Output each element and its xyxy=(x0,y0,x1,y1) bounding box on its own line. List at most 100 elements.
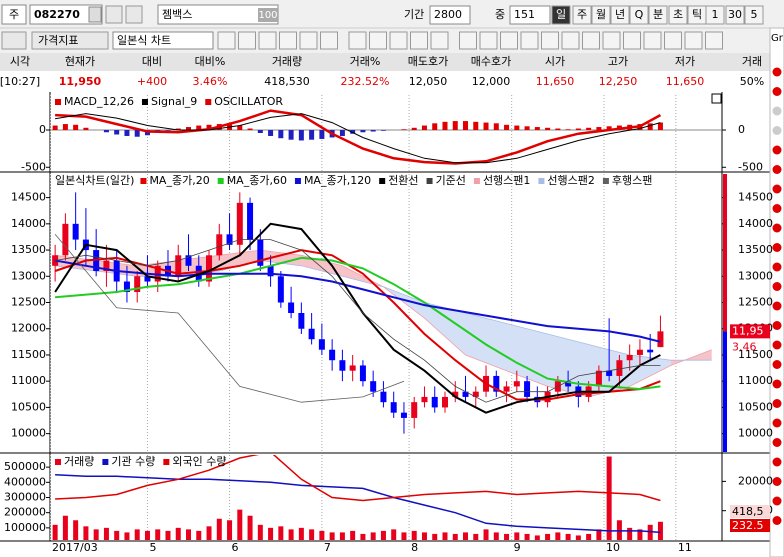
sidebar-dot[interactable] xyxy=(772,418,782,428)
sidebar-dot[interactable] xyxy=(772,516,782,525)
price-marker xyxy=(730,324,770,339)
bar xyxy=(134,529,140,540)
candle-body xyxy=(206,255,213,282)
bar xyxy=(165,530,171,540)
legend-label: Signal_9 xyxy=(151,95,197,108)
candle-body xyxy=(503,386,510,392)
sidebar-dot[interactable] xyxy=(772,379,782,389)
candle-body xyxy=(267,265,274,277)
bar xyxy=(114,530,120,540)
candle-body xyxy=(595,370,602,387)
tool-icon[interactable] xyxy=(279,31,297,50)
bar xyxy=(268,527,274,540)
interval-button[interactable] xyxy=(648,5,668,25)
sidebar-dot[interactable] xyxy=(772,243,782,252)
tool-icon[interactable] xyxy=(479,31,498,50)
bar xyxy=(206,124,212,131)
tool-icon[interactable] xyxy=(602,31,621,50)
tool-icon[interactable] xyxy=(520,31,539,50)
interval-button[interactable] xyxy=(705,5,725,25)
candle-body xyxy=(318,339,325,350)
search-button[interactable] xyxy=(105,5,123,24)
bar xyxy=(247,515,253,540)
quote-header: 거래% xyxy=(350,55,381,68)
panel-menu[interactable] xyxy=(711,93,722,104)
tool-icon[interactable] xyxy=(320,31,338,50)
sidebar-dot[interactable] xyxy=(772,282,782,291)
sidebar-dot[interactable] xyxy=(772,106,782,116)
sidebar-dot[interactable] xyxy=(772,184,782,194)
interval-button[interactable] xyxy=(744,5,764,25)
interval-label: Q xyxy=(635,8,644,21)
bar xyxy=(83,526,89,540)
sidebar-dot[interactable] xyxy=(772,67,782,77)
legend-label: 기준선 xyxy=(436,174,466,187)
volume-marker-label: 418,5 xyxy=(732,505,764,518)
tool-icon[interactable] xyxy=(389,31,408,50)
sidebar-dot[interactable] xyxy=(772,126,782,135)
overlap-input[interactable] xyxy=(509,5,551,25)
sidebar-dot[interactable] xyxy=(772,496,782,506)
tool-icon[interactable] xyxy=(705,31,723,50)
tool-icon[interactable] xyxy=(561,31,580,50)
tool-icon[interactable] xyxy=(541,31,559,50)
indicator-button[interactable] xyxy=(31,31,109,50)
sidebar-dot[interactable] xyxy=(772,223,782,233)
code-input[interactable] xyxy=(29,4,103,25)
tool-icon[interactable] xyxy=(643,31,662,50)
tool-icon[interactable] xyxy=(238,31,256,50)
x-tick-label: 10 xyxy=(606,541,620,554)
interval-button[interactable] xyxy=(668,5,688,25)
sidebar-dot[interactable] xyxy=(772,477,782,486)
candle-body xyxy=(257,239,264,266)
tool-icon[interactable] xyxy=(369,31,387,50)
interval-button[interactable] xyxy=(629,5,649,25)
period-input[interactable] xyxy=(429,5,471,25)
interval-button[interactable] xyxy=(725,5,745,25)
sidebar-dot[interactable] xyxy=(772,87,782,96)
tool-icon[interactable] xyxy=(684,31,703,50)
quote-header: 거래량 xyxy=(272,55,302,68)
zoom-box[interactable] xyxy=(258,8,278,22)
tool-icon[interactable] xyxy=(623,31,641,50)
tool-icon[interactable] xyxy=(299,31,318,50)
sidebar-dot[interactable] xyxy=(772,301,782,311)
y-tick-label-right: 13000 xyxy=(738,269,773,282)
market-box[interactable] xyxy=(1,4,27,25)
dropdown-arrow[interactable] xyxy=(88,6,102,23)
sidebar-dot[interactable] xyxy=(772,262,782,272)
tool-icon[interactable] xyxy=(500,31,518,50)
list-button[interactable] xyxy=(125,5,143,24)
tool-icon[interactable] xyxy=(348,31,367,50)
tool-icon[interactable] xyxy=(258,31,277,50)
quote-header: 매수호가 xyxy=(471,55,511,68)
chart-type-select[interactable] xyxy=(112,31,214,50)
icon-button[interactable] xyxy=(1,31,27,50)
bar xyxy=(124,532,130,540)
sidebar-dot[interactable] xyxy=(772,438,782,447)
sidebar-dot[interactable] xyxy=(772,321,782,330)
tool-icon[interactable] xyxy=(582,31,600,50)
sidebar-dot[interactable] xyxy=(772,165,782,174)
sidebar-dot[interactable] xyxy=(772,204,782,213)
interval-button[interactable] xyxy=(591,5,611,25)
tool-icon[interactable] xyxy=(217,31,236,50)
sidebar-dot[interactable] xyxy=(772,399,782,408)
series-line xyxy=(55,239,661,403)
tool-icon[interactable] xyxy=(459,31,477,50)
tool-icon[interactable] xyxy=(664,31,682,50)
plot xyxy=(50,95,722,171)
sidebar-dot[interactable] xyxy=(772,360,782,369)
volume-ratio-label: 232.5 xyxy=(732,519,764,532)
bar xyxy=(627,527,633,540)
sidebar-dot[interactable] xyxy=(772,457,782,467)
interval-button[interactable] xyxy=(551,5,571,25)
y-tick-label-right: 11500 xyxy=(738,348,773,361)
interval-button[interactable] xyxy=(610,5,630,25)
interval-button[interactable] xyxy=(572,5,592,25)
tool-icon[interactable] xyxy=(410,31,428,50)
sidebar-dot[interactable] xyxy=(772,145,782,155)
tool-icon[interactable] xyxy=(430,31,449,50)
sidebar-dot[interactable] xyxy=(772,340,782,350)
bar xyxy=(288,529,294,540)
